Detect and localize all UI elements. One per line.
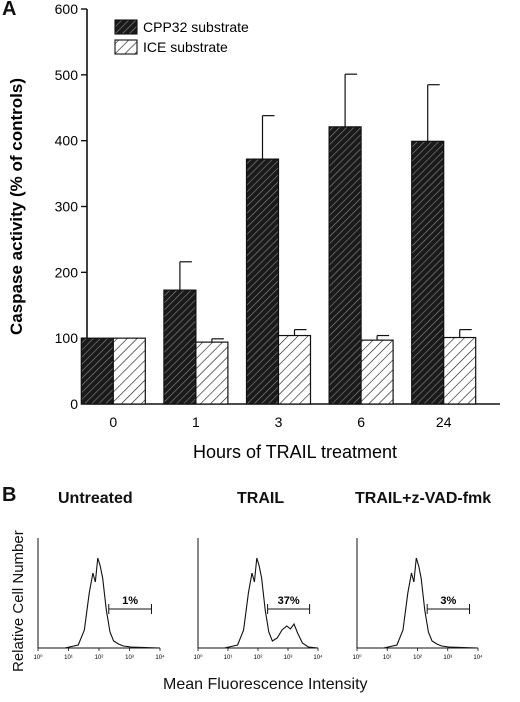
- histogram-curve: [198, 557, 319, 649]
- histogram-curve: [38, 557, 161, 649]
- histogram-curve: [357, 557, 479, 649]
- y-tick-label: 300: [55, 199, 79, 215]
- histogram-x-tick-label: 10¹: [383, 655, 392, 661]
- bar-cpp32: [163, 289, 197, 405]
- histogram-x-tick-label: 10³: [125, 655, 134, 661]
- legend-swatch: [114, 19, 138, 35]
- histogram-x-tick-label: 10¹: [224, 655, 233, 661]
- histogram-x-tick-label: 10⁰: [193, 654, 203, 661]
- bar-ice: [277, 334, 312, 405]
- gate-percent-label: 1%: [122, 595, 138, 607]
- legend-swatch: [114, 39, 138, 55]
- bar-ice: [112, 337, 146, 405]
- panel-a-letter: A: [2, 0, 17, 20]
- gate-percent-label: 37%: [278, 595, 300, 607]
- y-tick-label: 500: [55, 67, 79, 83]
- histogram-x-tick-label: 10⁴: [313, 654, 323, 661]
- histogram-x-tick-label: 10³: [284, 655, 293, 661]
- x-tick-label: 3: [275, 414, 283, 430]
- histogram-x-tick-label: 10³: [443, 655, 452, 661]
- histogram-x-tick-label: 10⁴: [155, 654, 165, 661]
- histogram-x-axis-label: Mean Fluorescence Intensity: [163, 676, 368, 693]
- histogram-y-axis-label: Relative Cell Number: [10, 530, 27, 672]
- legend-label: ICE substrate: [143, 39, 228, 55]
- x-tick-label: 6: [357, 414, 365, 430]
- histogram-title-untreated: Untreated: [58, 490, 133, 507]
- histogram-title-trail: TRAIL: [237, 490, 285, 507]
- bar-ice: [360, 339, 394, 405]
- histogram-x-tick-label: 10²: [413, 655, 422, 661]
- bar-cpp32: [328, 126, 362, 405]
- x-tick-label: 1: [192, 414, 200, 430]
- gate-percent-label: 3%: [440, 595, 456, 607]
- y-tick-label: 400: [55, 133, 79, 149]
- y-tick-label: 0: [70, 396, 78, 412]
- bar-cpp32: [245, 158, 280, 405]
- y-tick-label: 600: [55, 1, 79, 17]
- y-tick-label: 200: [55, 264, 79, 280]
- x-tick-label: 24: [436, 414, 452, 430]
- bar-chart: 0 100 200 300 400 500 600 Caspase activity (% o…: [7, 1, 500, 462]
- histogram-x-tick-label: 10²: [254, 655, 263, 661]
- y-axis-label: Caspase activity (% of controls): [7, 78, 26, 335]
- histogram-x-tick-label: 10⁴: [473, 654, 483, 661]
- x-axis-label: Hours of TRAIL treatment: [193, 442, 397, 462]
- histogram-x-tick-label: 10²: [95, 655, 104, 661]
- x-tick-label: 0: [109, 414, 117, 430]
- bar-ice: [195, 341, 229, 405]
- histogram-x-tick-label: 10⁰: [352, 654, 362, 661]
- histogram-title-trail-zvad: TRAIL+z-VAD-fmk: [355, 490, 492, 507]
- histogram-x-tick-label: 10⁰: [33, 654, 43, 661]
- y-tick-label: 100: [55, 330, 79, 346]
- legend-label: CPP32 substrate: [143, 19, 249, 35]
- histogram-x-tick-label: 10¹: [64, 655, 73, 661]
- panel-b-letter: B: [2, 484, 17, 506]
- bar-ice: [443, 336, 477, 405]
